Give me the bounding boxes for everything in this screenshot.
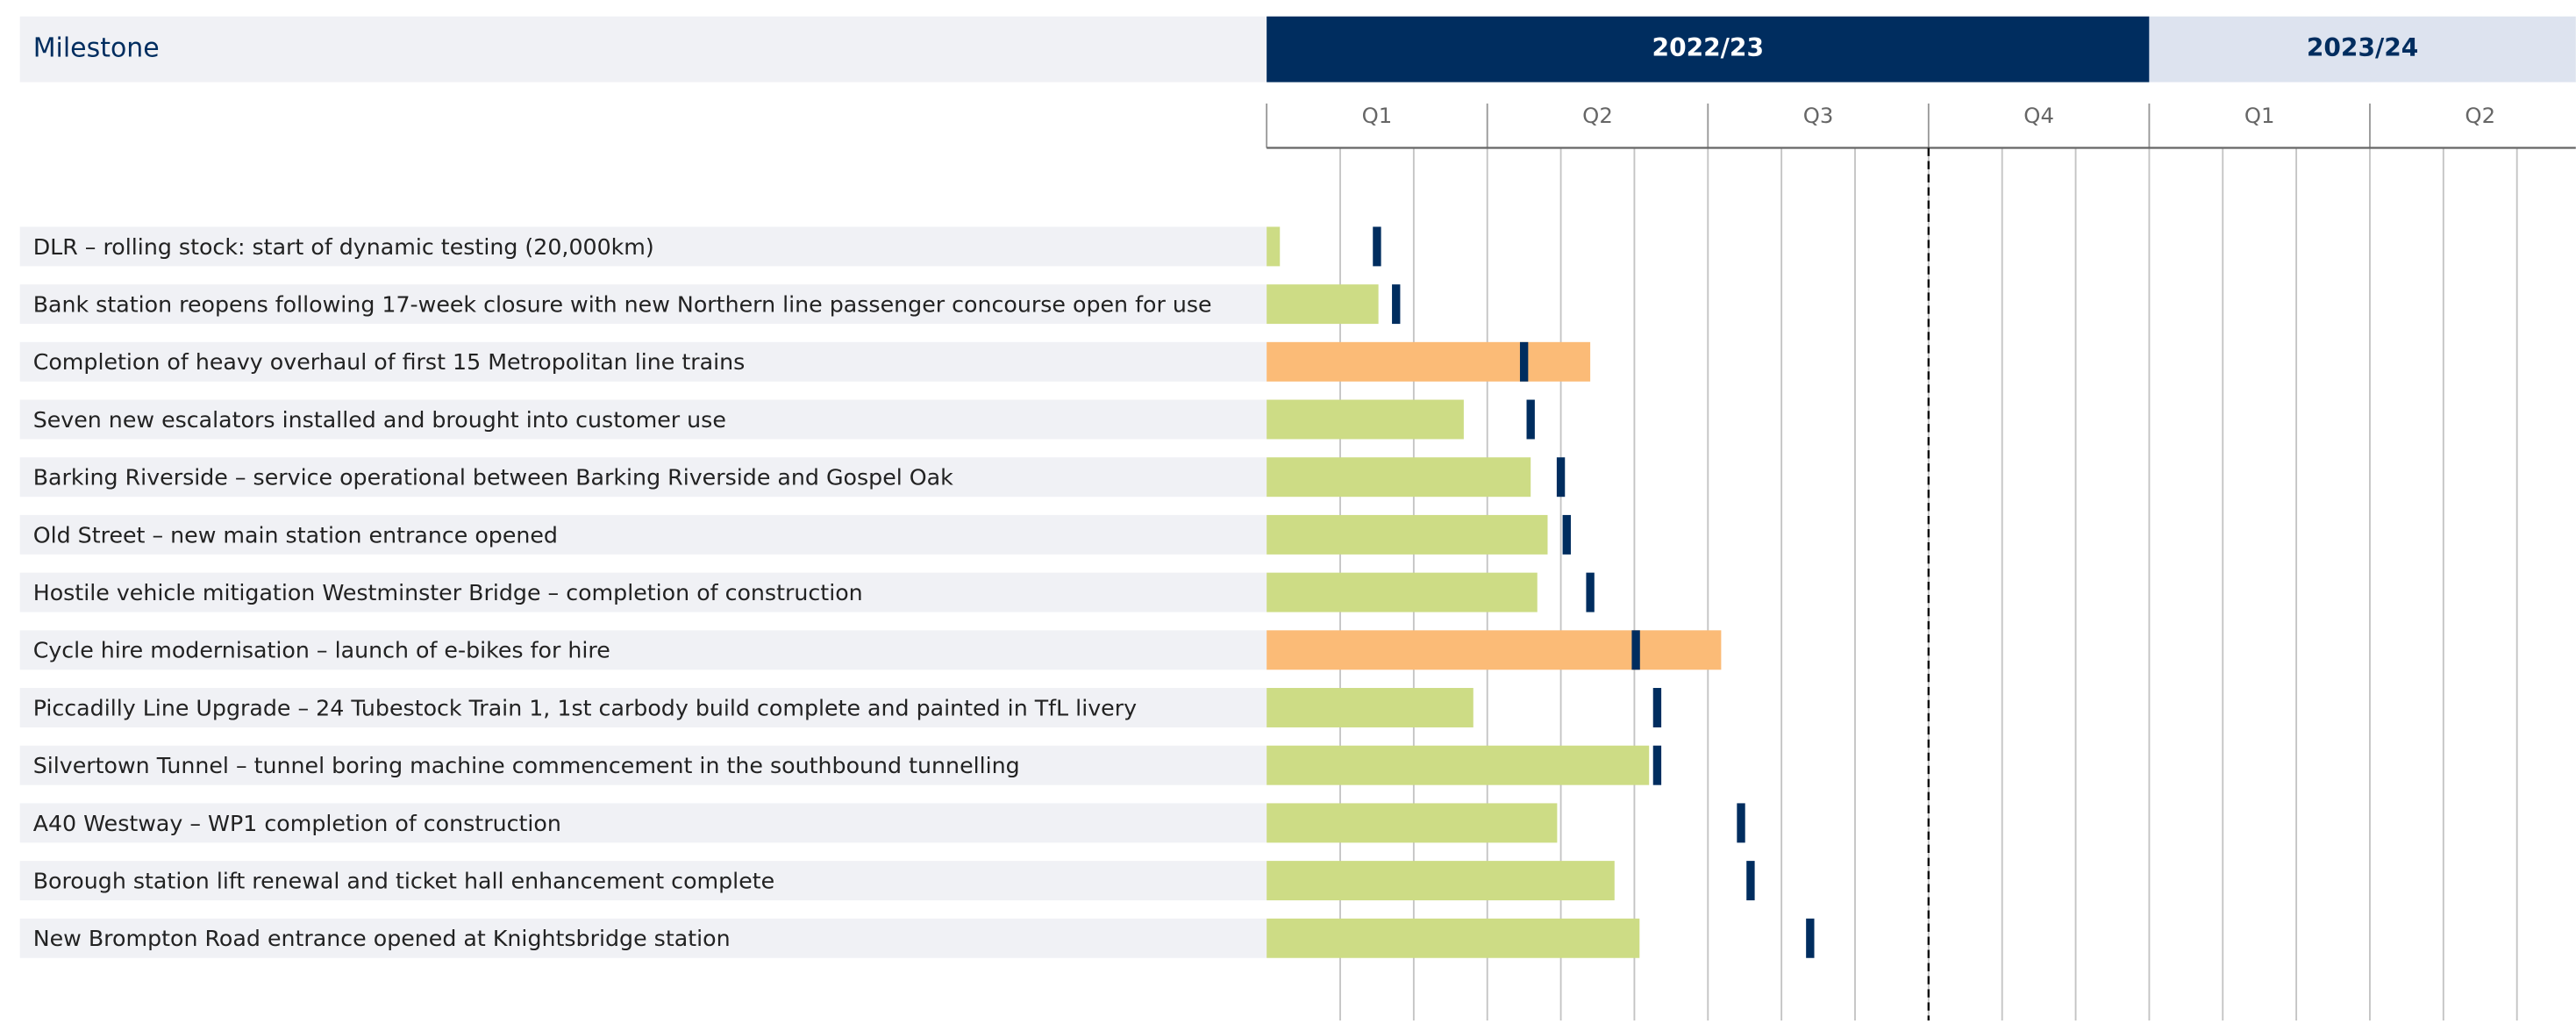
progress-bar xyxy=(1267,514,1548,555)
milestone-label: Old Street – new main station entrance o… xyxy=(33,522,558,548)
milestone-label: Completion of heavy overhaul of first 15… xyxy=(33,349,746,375)
target-marker xyxy=(1373,226,1381,267)
progress-bar xyxy=(1267,630,1722,670)
label-header-bg xyxy=(19,16,1267,82)
row-bg xyxy=(19,284,1267,325)
row-bg xyxy=(19,918,1267,958)
progress-bar xyxy=(1267,918,1640,958)
period-band xyxy=(1267,16,2150,82)
progress-bar xyxy=(1267,457,1531,498)
period-label: 2023/24 xyxy=(2307,33,2418,62)
row-bg xyxy=(19,688,1267,727)
milestone-label: DLR – rolling stock: start of dynamic te… xyxy=(33,234,654,260)
milestone-label: Piccadilly Line Upgrade – 24 Tubestock T… xyxy=(33,695,1137,720)
target-marker xyxy=(1806,918,1815,958)
row-bg xyxy=(19,399,1267,440)
progress-bar xyxy=(1267,861,1615,901)
row-bg xyxy=(19,341,1267,382)
target-marker xyxy=(1586,572,1595,612)
quarter-label: Q2 xyxy=(2465,103,2495,128)
milestone-label: Bank station reopens following 17-week c… xyxy=(33,291,1212,317)
quarter-label: Q2 xyxy=(1582,103,1613,128)
target-marker xyxy=(1556,457,1566,498)
row-bg xyxy=(19,514,1267,555)
progress-bar xyxy=(1267,284,1379,325)
milestone-label: Seven new escalators installed and broug… xyxy=(33,407,726,433)
quarter-label: Q3 xyxy=(1803,103,1834,128)
row-bg xyxy=(19,572,1267,612)
milestone-label: Cycle hire modernisation – launch of e-b… xyxy=(33,638,610,663)
progress-bar xyxy=(1267,226,1281,267)
row-bg xyxy=(19,803,1267,843)
target-marker xyxy=(1746,861,1755,901)
progress-bar xyxy=(1267,572,1538,612)
row-bg xyxy=(19,630,1267,670)
target-marker xyxy=(1562,514,1571,555)
progress-bar xyxy=(1267,688,1474,727)
milestone-label: Borough station lift renewal and ticket … xyxy=(33,868,775,893)
target-marker xyxy=(1652,745,1662,785)
row-bg xyxy=(19,226,1267,267)
milestone-label: New Brompton Road entrance opened at Kni… xyxy=(33,926,731,951)
target-marker xyxy=(1519,341,1529,382)
milestone-label: Barking Riverside – service operational … xyxy=(33,465,953,491)
quarter-label: Q1 xyxy=(2244,103,2275,128)
row-bg xyxy=(19,745,1267,785)
progress-bar xyxy=(1267,803,1558,843)
progress-bar xyxy=(1267,399,1464,440)
period-label: 2022/23 xyxy=(1652,33,1764,62)
target-marker xyxy=(1392,284,1401,325)
progress-bar xyxy=(1267,745,1650,785)
target-marker xyxy=(1631,630,1640,670)
row-bg xyxy=(19,861,1267,901)
quarter-label: Q4 xyxy=(2023,103,2054,128)
period-band xyxy=(2149,16,2576,82)
quarter-label: Q1 xyxy=(1362,103,1393,128)
label-header: Milestone xyxy=(33,33,160,64)
progress-bar xyxy=(1267,341,1591,382)
target-marker xyxy=(1526,399,1535,440)
row-bg xyxy=(19,457,1267,498)
milestone-label: Hostile vehicle mitigation Westminster B… xyxy=(33,580,863,605)
milestone-label: Silvertown Tunnel – tunnel boring machin… xyxy=(33,753,1020,778)
milestone-label: A40 Westway – WP1 completion of construc… xyxy=(33,811,561,836)
target-marker xyxy=(1737,803,1745,843)
target-marker xyxy=(1652,688,1662,727)
